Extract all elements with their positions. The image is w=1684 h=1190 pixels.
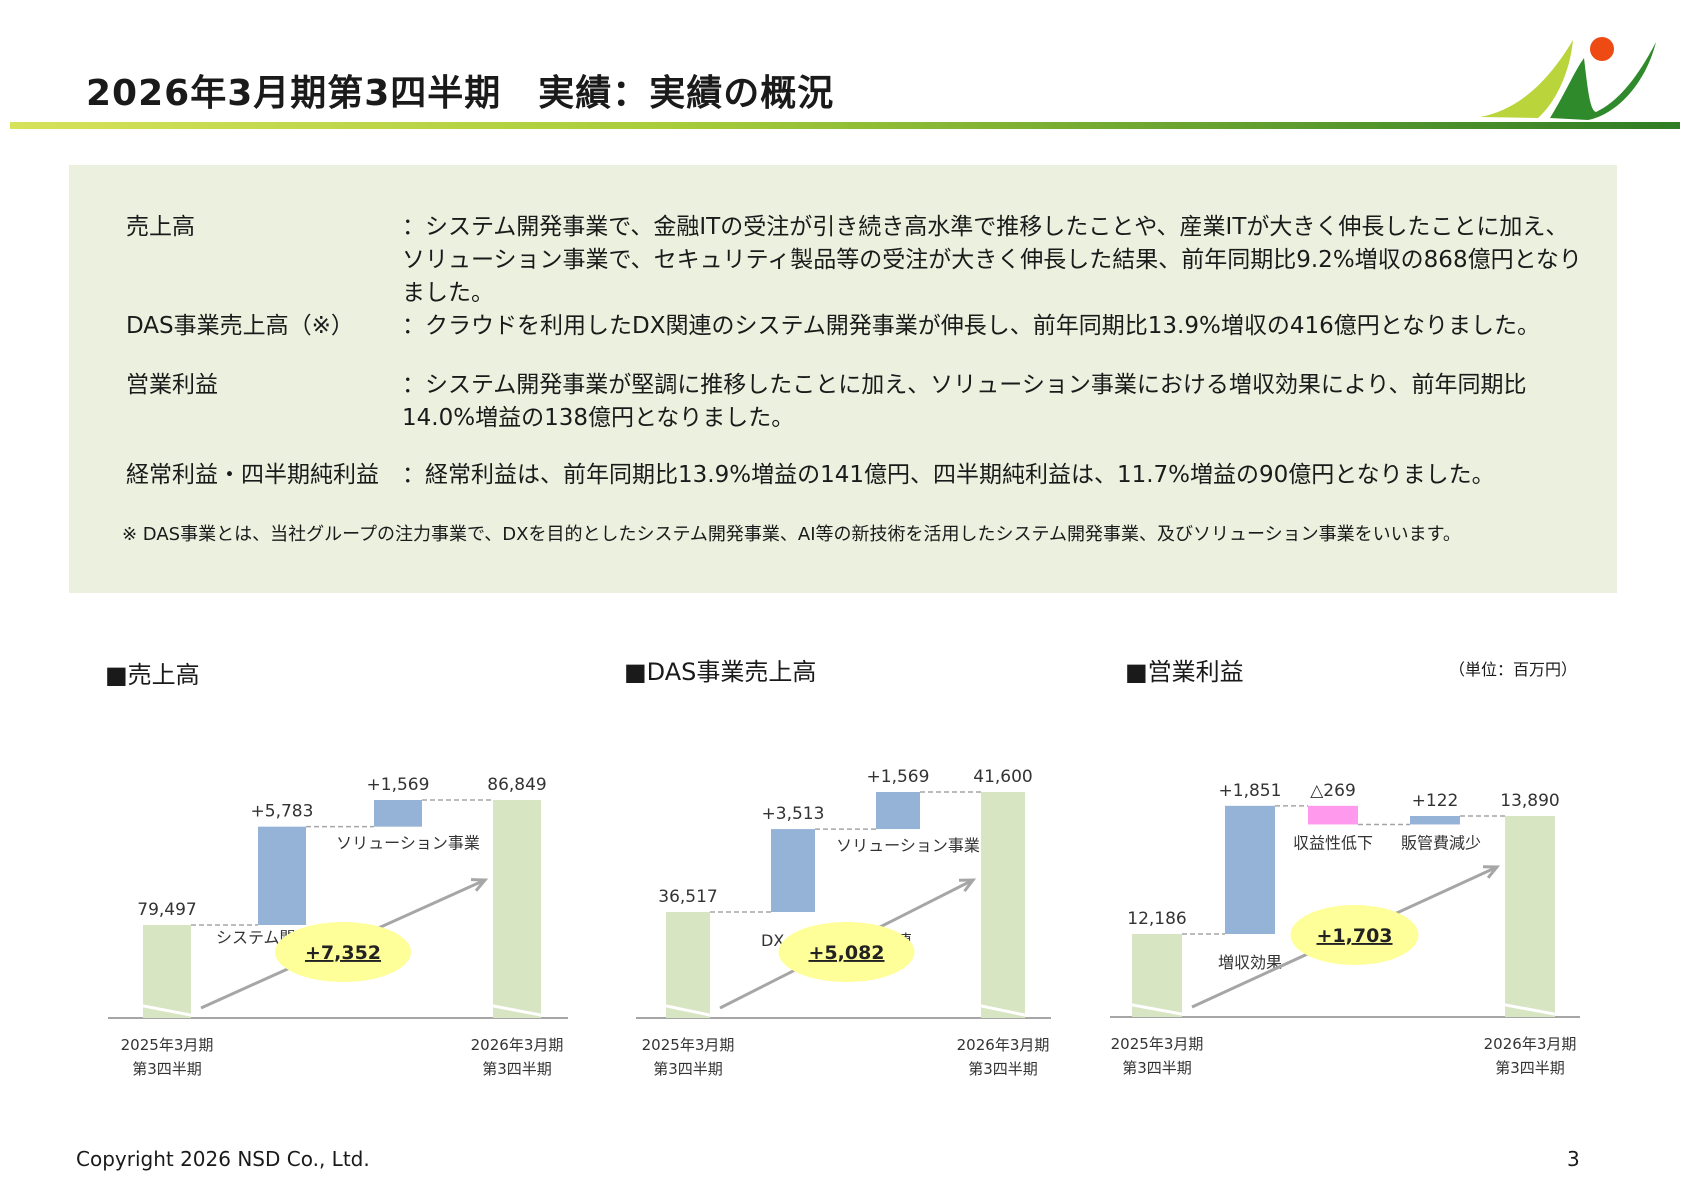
bar-value-label: 13,890 xyxy=(1500,791,1559,811)
chart-title-das: ■DAS事業売上高 xyxy=(624,658,817,686)
x-tick-label: 2026年3月期 xyxy=(1484,1035,1577,1053)
bar-value-label: +122 xyxy=(1412,791,1459,811)
summary-text: ：システム開発事業で、金融ITの受注が引き続き高水準で推移したことや、産業ITが… xyxy=(402,214,1582,306)
x-tick-label: 2025年3月期 xyxy=(1111,1035,1204,1053)
change-highlight xyxy=(778,922,915,982)
summary-box: 売上高 ：システム開発事業で、金融ITの受注が引き続き高水準で推移したことや、産… xyxy=(69,165,1617,593)
waterfall-bar xyxy=(493,800,541,1018)
waterfall-bar xyxy=(143,925,191,1018)
x-tick-label: 第3四半期 xyxy=(968,1060,1038,1078)
summary-footnote: ※ DAS事業とは、当社グループの注力事業で、DXを目的としたシステム開発事業、… xyxy=(122,524,1461,545)
logo-swoosh-dark xyxy=(1550,42,1656,120)
x-tick-label: 第3四半期 xyxy=(1122,1059,1192,1077)
waterfall-bar xyxy=(258,826,306,925)
x-tick-label: 2025年3月期 xyxy=(121,1036,214,1054)
bar-value-label: 86,849 xyxy=(487,775,546,795)
x-tick-label: 第3四半期 xyxy=(653,1060,723,1078)
growth-arrow-head xyxy=(958,878,977,893)
bar-value-label: 36,517 xyxy=(658,887,717,907)
waterfall-bar xyxy=(876,792,920,830)
chart-operating-profit: 12,186 +1,851 △269 +122 13,890 増収効果 収益性低下 販管費減少… xyxy=(1110,740,1580,1094)
category-label: ソリューション事業 xyxy=(836,836,980,855)
bar-value-label: +1,569 xyxy=(367,775,430,795)
x-tick-label: 第3四半期 xyxy=(1495,1059,1565,1077)
change-highlight xyxy=(1290,905,1419,965)
waterfall-bar xyxy=(1410,816,1460,825)
summary-text: ：システム開発事業が堅調に推移したことに加え、ソリューション事業における増収効果… xyxy=(402,372,1527,431)
summary-text: ：経常利益は、前年同期比13.9%増益の141億円、四半期純利益は、11.7%増… xyxy=(402,462,1495,488)
company-logo xyxy=(1480,37,1656,120)
summary-label: 売上高 xyxy=(126,214,195,240)
page-title: 2026年3月期第3四半期 実績：実績の概況 xyxy=(86,73,835,114)
chart-das: 36,517+3,513+1,56941,600DX・AI等新技術関連ソリューシ… xyxy=(636,740,1056,1094)
logo-swoosh-light xyxy=(1480,40,1573,118)
change-label: +5,082 xyxy=(808,942,884,964)
bar-value-label: 41,600 xyxy=(973,767,1032,787)
waterfall-bar xyxy=(771,829,815,912)
category-label: ソリューション事業 xyxy=(336,834,480,853)
chart-sales: 79,497 +5,783 +1,569 86,849 システム開発事業 ソリューション事… xyxy=(108,740,578,1094)
waterfall-bar xyxy=(374,800,422,827)
waterfall-bar xyxy=(1132,934,1182,1017)
growth-arrow-head xyxy=(1482,865,1501,879)
summary-label: DAS事業売上高（※） xyxy=(126,313,354,339)
bar-value-label: +3,513 xyxy=(762,804,825,824)
bar-value-label: +1,851 xyxy=(1219,781,1282,801)
x-tick-label: 2026年3月期 xyxy=(471,1036,564,1054)
bar-value-label: +5,783 xyxy=(251,802,314,822)
x-tick-label: 第3四半期 xyxy=(482,1060,552,1078)
bar-value-label: +1,569 xyxy=(867,767,930,787)
chart-title-operating-profit: ■営業利益 xyxy=(1125,658,1244,686)
axis-break-mark xyxy=(979,1004,1027,1017)
bar-value-label: 12,186 xyxy=(1127,909,1186,929)
copyright: Copyright 2026 NSD Co., Ltd. xyxy=(76,1147,370,1171)
growth-arrow-head xyxy=(470,878,489,892)
summary-label: 経常利益・四半期純利益 xyxy=(126,462,379,488)
axis-break-mark xyxy=(664,1004,712,1017)
waterfall-bar xyxy=(1225,805,1275,934)
change-label: +7,352 xyxy=(305,942,381,964)
title-underline xyxy=(10,122,1680,129)
summary-label: 営業利益 xyxy=(126,372,218,398)
unit-label: （単位：百万円） xyxy=(1449,660,1578,679)
bar-value-label: △269 xyxy=(1310,781,1356,801)
change-highlight xyxy=(275,922,411,982)
x-tick-label: 2026年3月期 xyxy=(957,1036,1050,1054)
axis-break-mark xyxy=(1503,1003,1557,1016)
change-label: +1,703 xyxy=(1316,925,1392,947)
page-number: 3 xyxy=(1567,1147,1580,1171)
category-label: 増収効果 xyxy=(1218,953,1282,972)
axis-break-mark xyxy=(491,1004,543,1017)
summary-text: ：クラウドを利用したDX関連のシステム開発事業が伸長し、前年同期比13.9%増収… xyxy=(402,313,1541,339)
category-label: 収益性低下 xyxy=(1293,833,1373,852)
x-tick-label: 2025年3月期 xyxy=(642,1036,735,1054)
bar-value-label: 79,497 xyxy=(137,900,196,920)
waterfall-bar xyxy=(1505,816,1555,1017)
chart-title-sales: ■売上高 xyxy=(105,661,200,689)
waterfall-bar xyxy=(981,792,1025,1018)
waterfall-bar xyxy=(666,912,710,1018)
logo-dot xyxy=(1590,37,1614,61)
x-tick-label: 第3四半期 xyxy=(132,1060,202,1078)
axis-break-mark xyxy=(1130,1003,1184,1016)
category-label: 販管費減少 xyxy=(1401,833,1481,852)
waterfall-bar xyxy=(1308,805,1358,825)
axis-break-mark xyxy=(141,1004,193,1017)
